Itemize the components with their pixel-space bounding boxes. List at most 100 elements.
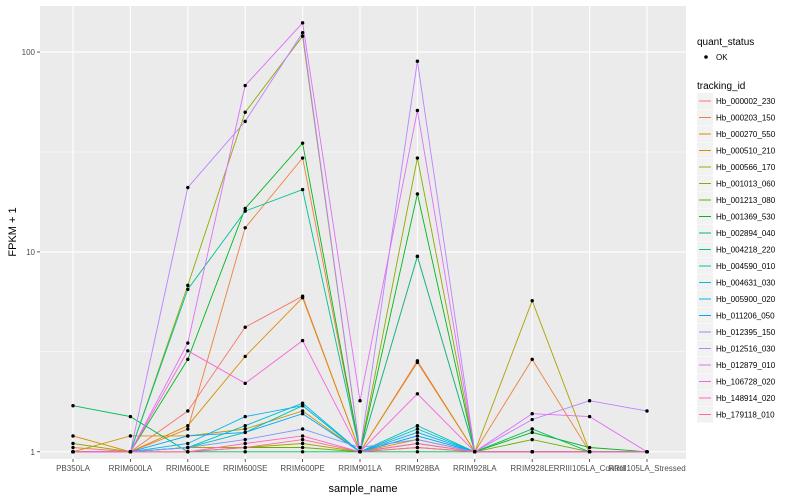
data-point [128, 450, 133, 454]
data-point [243, 110, 247, 114]
data-point [243, 414, 247, 419]
data-point [71, 441, 75, 446]
data-point [243, 381, 247, 386]
data-point [243, 119, 247, 124]
color-legend-label: Hb_148914_020 [716, 394, 776, 403]
data-point [243, 325, 247, 329]
color-legend-label: Hb_000203_150 [716, 114, 776, 123]
data-point [300, 401, 305, 405]
color-legend-label: Hb_001013_060 [716, 180, 776, 189]
data-point [300, 296, 305, 300]
data-point [415, 156, 420, 160]
data-point [645, 450, 649, 454]
data-point [530, 437, 534, 442]
data-point [186, 434, 190, 438]
data-point [186, 441, 190, 446]
y-tick-label: 100 [22, 48, 36, 57]
data-point [415, 430, 420, 435]
y-axis: 1 10 100 [22, 48, 40, 457]
x-tick-label: RRIM928BA [395, 464, 440, 473]
data-point [415, 192, 420, 196]
data-point [71, 404, 75, 408]
data-point [358, 450, 362, 454]
data-point [243, 437, 247, 442]
legend: quant_status OK tracking_id Hb_000002_23… [697, 37, 776, 423]
color-legend-label: Hb_002894_040 [716, 229, 776, 238]
data-point [530, 430, 534, 435]
grid-minor [40, 151, 686, 353]
data-point [243, 206, 247, 211]
data-point [243, 445, 247, 450]
color-legend-label: Hb_000270_550 [716, 130, 776, 139]
color-legend-label: Hb_106728_020 [716, 378, 776, 387]
y-axis-title: FPKM + 1 [7, 207, 19, 256]
data-point [587, 445, 592, 450]
color-legend-label: Hb_012879_010 [716, 361, 776, 370]
x-tick-label: RRIM600PE [280, 464, 324, 473]
data-point [186, 427, 190, 431]
data-point [71, 434, 75, 438]
data-point [358, 445, 362, 450]
x-tick-label: RRIM928LA [453, 464, 497, 473]
data-point [300, 141, 305, 145]
data-point [358, 399, 362, 403]
data-point [186, 409, 190, 413]
data-point [243, 226, 247, 230]
x-tick-label: RRIM600LA [109, 464, 153, 473]
y-tick-label: 1 [31, 448, 36, 457]
y-tick-label: 10 [26, 248, 35, 257]
data-point [415, 392, 420, 396]
x-axis-title: sample_name [328, 483, 397, 495]
data-point [587, 399, 592, 403]
data-point [300, 30, 305, 35]
data-point [530, 298, 534, 303]
color-legend-label: Hb_005900_020 [716, 295, 776, 304]
x-tick-label: PB350LA [56, 464, 90, 473]
data-point [243, 354, 247, 359]
data-point [71, 450, 75, 454]
color-legend-label: Hb_004218_220 [716, 246, 776, 255]
data-point [415, 254, 420, 259]
data-point [415, 450, 420, 454]
color-legend-label: Hb_001369_530 [716, 213, 776, 222]
data-point [128, 414, 133, 419]
data-point [300, 34, 305, 38]
color-legend-label: Hb_012516_030 [716, 345, 776, 354]
data-point [587, 450, 592, 454]
color-legend-label: Hb_012395_150 [716, 328, 776, 337]
shape-legend-label: OK [716, 53, 728, 62]
data-point [530, 357, 534, 362]
x-tick-label: RRIM901LA [338, 464, 382, 473]
data-point [415, 437, 420, 442]
shape-legend-title: quant_status [697, 37, 754, 48]
data-point [300, 445, 305, 450]
data-point [243, 427, 247, 431]
data-point [186, 424, 190, 428]
color-legend-label: Hb_011206_050 [716, 312, 775, 321]
data-point [243, 430, 247, 435]
data-point [530, 417, 534, 422]
data-point [186, 349, 190, 353]
data-point [530, 427, 534, 431]
data-point [415, 434, 420, 438]
color-legend-label: Hb_004590_010 [716, 262, 776, 271]
data-point [300, 434, 305, 438]
data-point [300, 450, 305, 454]
data-point [186, 357, 190, 362]
data-point [300, 412, 305, 416]
data-point [186, 283, 190, 288]
data-point [300, 409, 305, 413]
data-point [243, 441, 247, 446]
color-legend-label: Hb_179118_010 [716, 411, 775, 420]
data-point [186, 287, 190, 291]
color-legend-label: Hb_000002_230 [716, 97, 776, 106]
x-tick-label: RRIII105LA_Stressed [608, 464, 685, 473]
data-point [71, 445, 75, 450]
data-point [473, 450, 477, 454]
data-point [415, 445, 420, 450]
data-point [300, 21, 305, 25]
data-point [415, 424, 420, 428]
data-point [186, 445, 190, 450]
data-point [243, 83, 247, 88]
